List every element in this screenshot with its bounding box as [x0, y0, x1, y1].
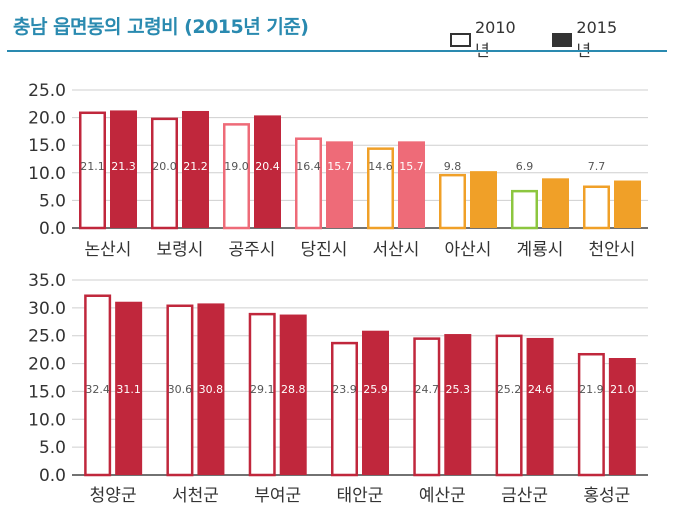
bar-2015	[326, 141, 353, 228]
x-category-label: 당진시	[301, 240, 348, 260]
data-label-2015: 28.8	[281, 383, 306, 396]
data-label-2015: 8.6	[619, 160, 637, 173]
data-label-2010: 14.6	[368, 160, 393, 173]
legend-swatch-filled	[552, 32, 573, 47]
bar-2015	[362, 330, 389, 475]
data-label-2010: 20.0	[152, 160, 177, 173]
bar-2010	[166, 304, 194, 477]
bar-2015	[254, 115, 281, 228]
bar-2010	[367, 147, 394, 230]
legend-label-2010: 2010년	[474, 18, 516, 60]
data-label-2010: 21.1	[80, 160, 105, 173]
data-label-2010: 19.0	[224, 160, 249, 173]
bar-2015	[470, 171, 497, 228]
data-label-2010: 30.6	[168, 383, 193, 396]
legend-item-2010: 2010년	[450, 18, 520, 61]
bar-2015	[542, 178, 569, 228]
chart-cities: 0.0 5.0 10.0 15.0 20.0 25.0 21.1 21.3 논산시 20.0 21.…	[28, 81, 648, 260]
y-tick-label: 10.0	[28, 164, 66, 184]
x-category-label: 청양군	[90, 486, 137, 506]
bar-2015	[115, 301, 143, 475]
x-category-label: 천안시	[589, 240, 636, 260]
title-underline	[7, 50, 667, 52]
bar-2010	[413, 337, 441, 477]
data-label-2015: 20.4	[255, 160, 280, 173]
data-label-2015: 31.1	[116, 383, 141, 396]
data-label-2015: 21.0	[610, 383, 635, 396]
bar-2015	[279, 314, 307, 475]
x-category-label: 태안군	[337, 486, 384, 506]
y-tick-label: 25.0	[28, 327, 66, 347]
bar-2015	[197, 303, 225, 475]
data-label-2010: 24.7	[415, 383, 440, 396]
data-label-2015: 10.3	[471, 160, 496, 173]
data-label-2015: 15.7	[327, 160, 352, 173]
x-category-label: 보령시	[157, 240, 204, 260]
bar-2015	[398, 141, 425, 228]
data-label-2010: 16.4	[296, 160, 321, 173]
y-tick-label: 0.0	[39, 466, 66, 486]
x-category-label: 계룡시	[517, 240, 564, 260]
bar-2010	[295, 137, 322, 230]
bar-2015	[526, 337, 554, 475]
y-tick-label: 30.0	[28, 299, 66, 319]
bar-2015	[110, 110, 137, 228]
bar-2015	[444, 334, 472, 475]
legend-item-2015: 2015년	[552, 18, 622, 61]
bar-2010	[511, 189, 538, 230]
chart-counties: 0.0 5.0 10.0 15.0 20.0 25.0 30.0 35.0 32.4 31.1 청양…	[28, 271, 648, 506]
data-label-2010: 29.1	[250, 383, 275, 396]
x-category-label: 아산시	[445, 240, 492, 260]
bar-2010	[439, 173, 466, 230]
bar-2010	[84, 294, 112, 477]
x-category-label: 서산시	[373, 240, 420, 260]
data-label-2010: 9.8	[444, 160, 462, 173]
bar-2010	[151, 117, 178, 230]
y-tick-label: 15.0	[28, 382, 66, 402]
data-label-2015: 21.3	[111, 160, 136, 173]
x-category-label: 금산군	[501, 486, 548, 506]
data-label-2015: 9.0	[547, 160, 565, 173]
data-label-2015: 30.8	[199, 383, 224, 396]
bar-2010	[223, 123, 250, 230]
x-category-label: 예산군	[419, 486, 466, 506]
y-tick-label: 20.0	[28, 355, 66, 375]
y-tick-label: 15.0	[28, 136, 66, 156]
bar-2015	[608, 358, 636, 475]
chart-title: 충남 읍면동의 고령비 (2015년 기준)	[13, 16, 309, 38]
y-tick-label: 0.0	[39, 219, 66, 239]
y-tick-label: 5.0	[39, 438, 66, 458]
x-category-label: 부여군	[254, 486, 301, 506]
bar-2010	[331, 341, 358, 477]
y-tick-label: 20.0	[28, 109, 66, 129]
data-label-2015: 25.9	[363, 383, 388, 396]
data-label-2015: 24.6	[528, 383, 553, 396]
legend-label-2015: 2015년	[576, 18, 618, 60]
x-category-label: 논산시	[85, 240, 132, 260]
bar-2015	[182, 110, 209, 228]
data-label-2010: 6.9	[516, 160, 534, 173]
data-label-2010: 25.2	[497, 383, 522, 396]
bar-2015	[614, 180, 641, 228]
x-category-label: 공주시	[229, 240, 276, 260]
data-label-2015: 25.3	[446, 383, 471, 396]
y-tick-label: 10.0	[28, 410, 66, 430]
data-label-2015: 21.2	[183, 160, 208, 173]
legend-swatch-outline	[450, 32, 471, 47]
y-tick-label: 35.0	[28, 271, 66, 291]
bar-2010	[79, 111, 106, 230]
data-label-2010: 23.9	[332, 383, 357, 396]
bar-2010	[248, 312, 276, 477]
x-category-label: 서천군	[172, 486, 219, 506]
data-label-2015: 15.7	[399, 160, 424, 173]
bar-2010	[577, 352, 605, 477]
data-label-2010: 32.4	[85, 383, 110, 396]
x-category-label: 홍성군	[583, 486, 630, 506]
data-label-2010: 7.7	[588, 160, 606, 173]
y-tick-label: 5.0	[39, 191, 66, 211]
bar-2010	[583, 185, 610, 230]
data-label-2010: 21.9	[579, 383, 604, 396]
y-tick-label: 25.0	[28, 81, 66, 101]
bar-2010	[495, 334, 523, 477]
